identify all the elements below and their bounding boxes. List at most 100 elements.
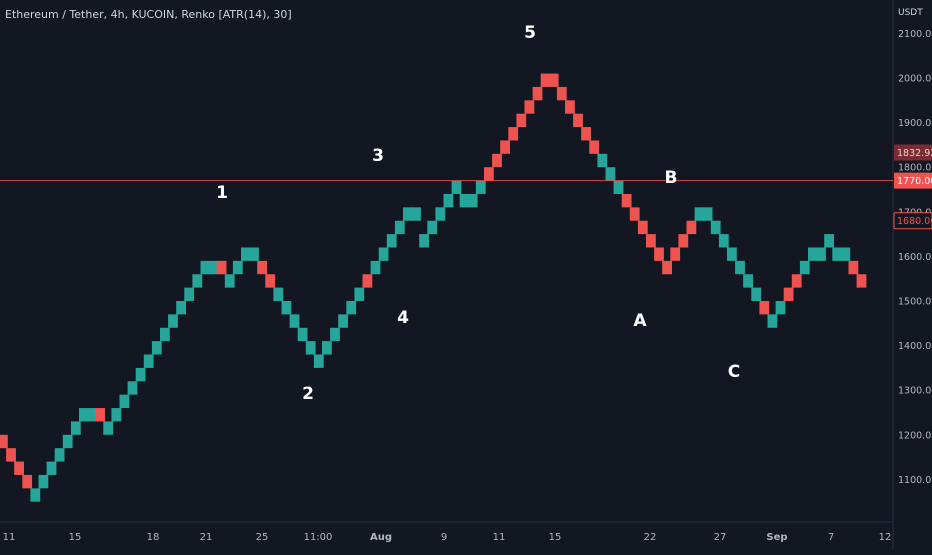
wave-label: 5 — [524, 23, 536, 43]
price-label-box — [894, 144, 932, 161]
wave-label: 1 — [216, 183, 228, 203]
brick-down — [257, 260, 267, 275]
brick-up — [176, 301, 186, 315]
brick-down — [22, 474, 33, 489]
brick-up — [459, 193, 470, 208]
time-tick-label: 11:00 — [304, 532, 333, 543]
brick-up — [467, 193, 478, 208]
brick-down — [508, 127, 519, 141]
time-tick-label: 25 — [256, 532, 269, 543]
brick-up — [386, 234, 397, 248]
brick-up — [354, 287, 365, 301]
price-label-text: 1832.92 — [897, 148, 932, 159]
brick-up — [313, 354, 324, 368]
brick-up — [184, 287, 195, 301]
time-tick-label: 7 — [828, 532, 834, 543]
wave-label: 4 — [397, 308, 409, 328]
brick-down — [500, 140, 510, 154]
time-tick-label: 15 — [549, 532, 562, 543]
brick-down — [548, 73, 559, 87]
brick-up — [30, 488, 41, 502]
brick-up — [816, 247, 826, 261]
brick-down — [265, 274, 276, 288]
brick-up — [224, 274, 235, 288]
brick-up — [394, 220, 405, 235]
brick-up — [54, 448, 65, 462]
brick-down — [629, 207, 640, 221]
brick-up — [273, 287, 284, 301]
wave-label: C — [728, 362, 740, 382]
brick-up — [840, 247, 851, 261]
brick-down — [362, 274, 373, 288]
brick-up — [79, 408, 89, 422]
wave-label: A — [633, 311, 647, 331]
brick-down — [621, 193, 632, 208]
brick-up — [103, 421, 114, 435]
brick-down — [565, 100, 575, 114]
brick-up — [151, 341, 162, 355]
brick-down — [783, 287, 794, 301]
brick-up — [727, 247, 737, 261]
brick-up — [799, 260, 810, 275]
price-label-box — [893, 212, 932, 230]
brick-up — [702, 207, 713, 221]
brick-down — [216, 260, 227, 275]
brick-up — [743, 274, 753, 288]
price-tick-label: 1600.00 — [898, 252, 932, 263]
renko-bricks — [0, 73, 867, 502]
brick-up — [160, 327, 170, 342]
price-tick-label: 1500.00 — [898, 297, 932, 308]
brick-up — [694, 207, 705, 221]
brick-up — [249, 247, 259, 261]
brick-up — [46, 461, 57, 475]
brick-up — [808, 247, 818, 261]
price-tick-label: 1100.00 — [898, 475, 932, 486]
brick-down — [848, 260, 859, 275]
wave-label: 3 — [372, 146, 384, 166]
brick-down — [678, 234, 689, 248]
brick-up — [419, 234, 429, 248]
price-label-text: 1770.00 — [897, 176, 932, 187]
brick-up — [111, 408, 122, 422]
brick-down — [524, 100, 535, 114]
price-label-box — [894, 172, 932, 189]
brick-down — [589, 140, 600, 154]
brick-down — [492, 153, 502, 168]
brick-down — [759, 301, 770, 315]
symbol-header[interactable]: Ethereum / Tether, 4h, KUCOIN, Renko [AT… — [5, 8, 292, 21]
brick-up — [710, 220, 721, 235]
brick-up — [718, 234, 729, 248]
brick-up — [87, 408, 97, 422]
brick-up — [427, 220, 438, 235]
brick-down — [516, 113, 527, 128]
brick-up — [435, 207, 446, 221]
brick-up — [208, 260, 219, 275]
price-tick-label: 1200.00 — [898, 430, 932, 441]
brick-down — [0, 434, 8, 449]
brick-up — [735, 260, 745, 275]
time-tick-label: 11 — [493, 532, 506, 543]
brick-down — [556, 86, 567, 101]
brick-up — [192, 274, 203, 288]
time-tick-label: 15 — [69, 532, 82, 543]
brick-down — [581, 127, 591, 141]
brick-up — [168, 314, 178, 328]
brick-down — [95, 408, 105, 422]
price-tick-label: 1800.00 — [898, 163, 932, 174]
price-tick-label: 2100.00 — [898, 29, 932, 40]
brick-down — [856, 274, 867, 288]
brick-down — [532, 86, 543, 101]
brick-up — [119, 394, 130, 409]
currency-label: USDT — [898, 8, 923, 18]
time-tick-label: 11 — [3, 532, 16, 543]
brick-up — [305, 341, 316, 355]
brick-down — [670, 247, 681, 261]
brick-up — [451, 180, 462, 194]
brick-up — [232, 260, 243, 275]
brick-down — [662, 260, 672, 275]
brick-up — [135, 367, 146, 382]
time-tick-label: Aug — [370, 532, 392, 543]
brick-up — [751, 287, 762, 301]
